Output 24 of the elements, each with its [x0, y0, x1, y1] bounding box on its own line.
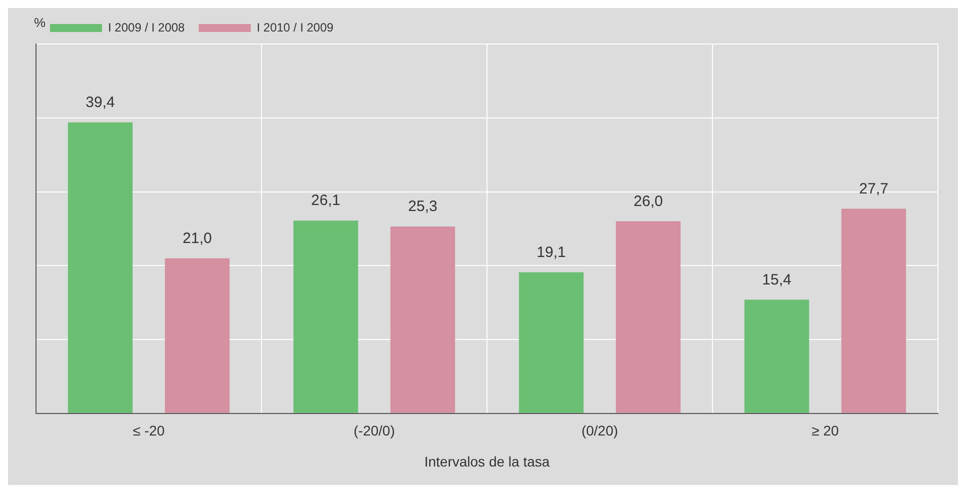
- x-tick-label: ≥ 20: [812, 422, 840, 439]
- bar: [164, 258, 230, 413]
- data-label: 26,1: [311, 192, 340, 210]
- y-axis-title: %: [34, 15, 46, 30]
- bar: [744, 300, 810, 413]
- bar: [390, 226, 456, 413]
- legend-label: I 2009 / I 2008: [108, 20, 186, 34]
- x-tick-label: (0/20): [581, 422, 618, 439]
- data-label: 26,0: [634, 192, 663, 210]
- data-label: 21,0: [182, 230, 212, 247]
- bar: [841, 208, 906, 413]
- data-label: 27,7: [859, 180, 888, 198]
- bar: [293, 220, 358, 413]
- legend-label: I 2010 / I 2009: [256, 20, 334, 34]
- x-tick-label: ≤ -20: [132, 422, 165, 439]
- data-label: 25,3: [408, 198, 438, 216]
- data-label: 15,4: [762, 271, 792, 288]
- x-axis-title: Intervalos de la tasa: [424, 453, 550, 470]
- data-label: 19,1: [536, 244, 566, 261]
- bar: [68, 122, 133, 413]
- bar: [616, 221, 681, 413]
- bar: [518, 272, 584, 413]
- x-tick-label: (-20/0): [354, 422, 395, 439]
- data-label: 39,4: [86, 94, 115, 111]
